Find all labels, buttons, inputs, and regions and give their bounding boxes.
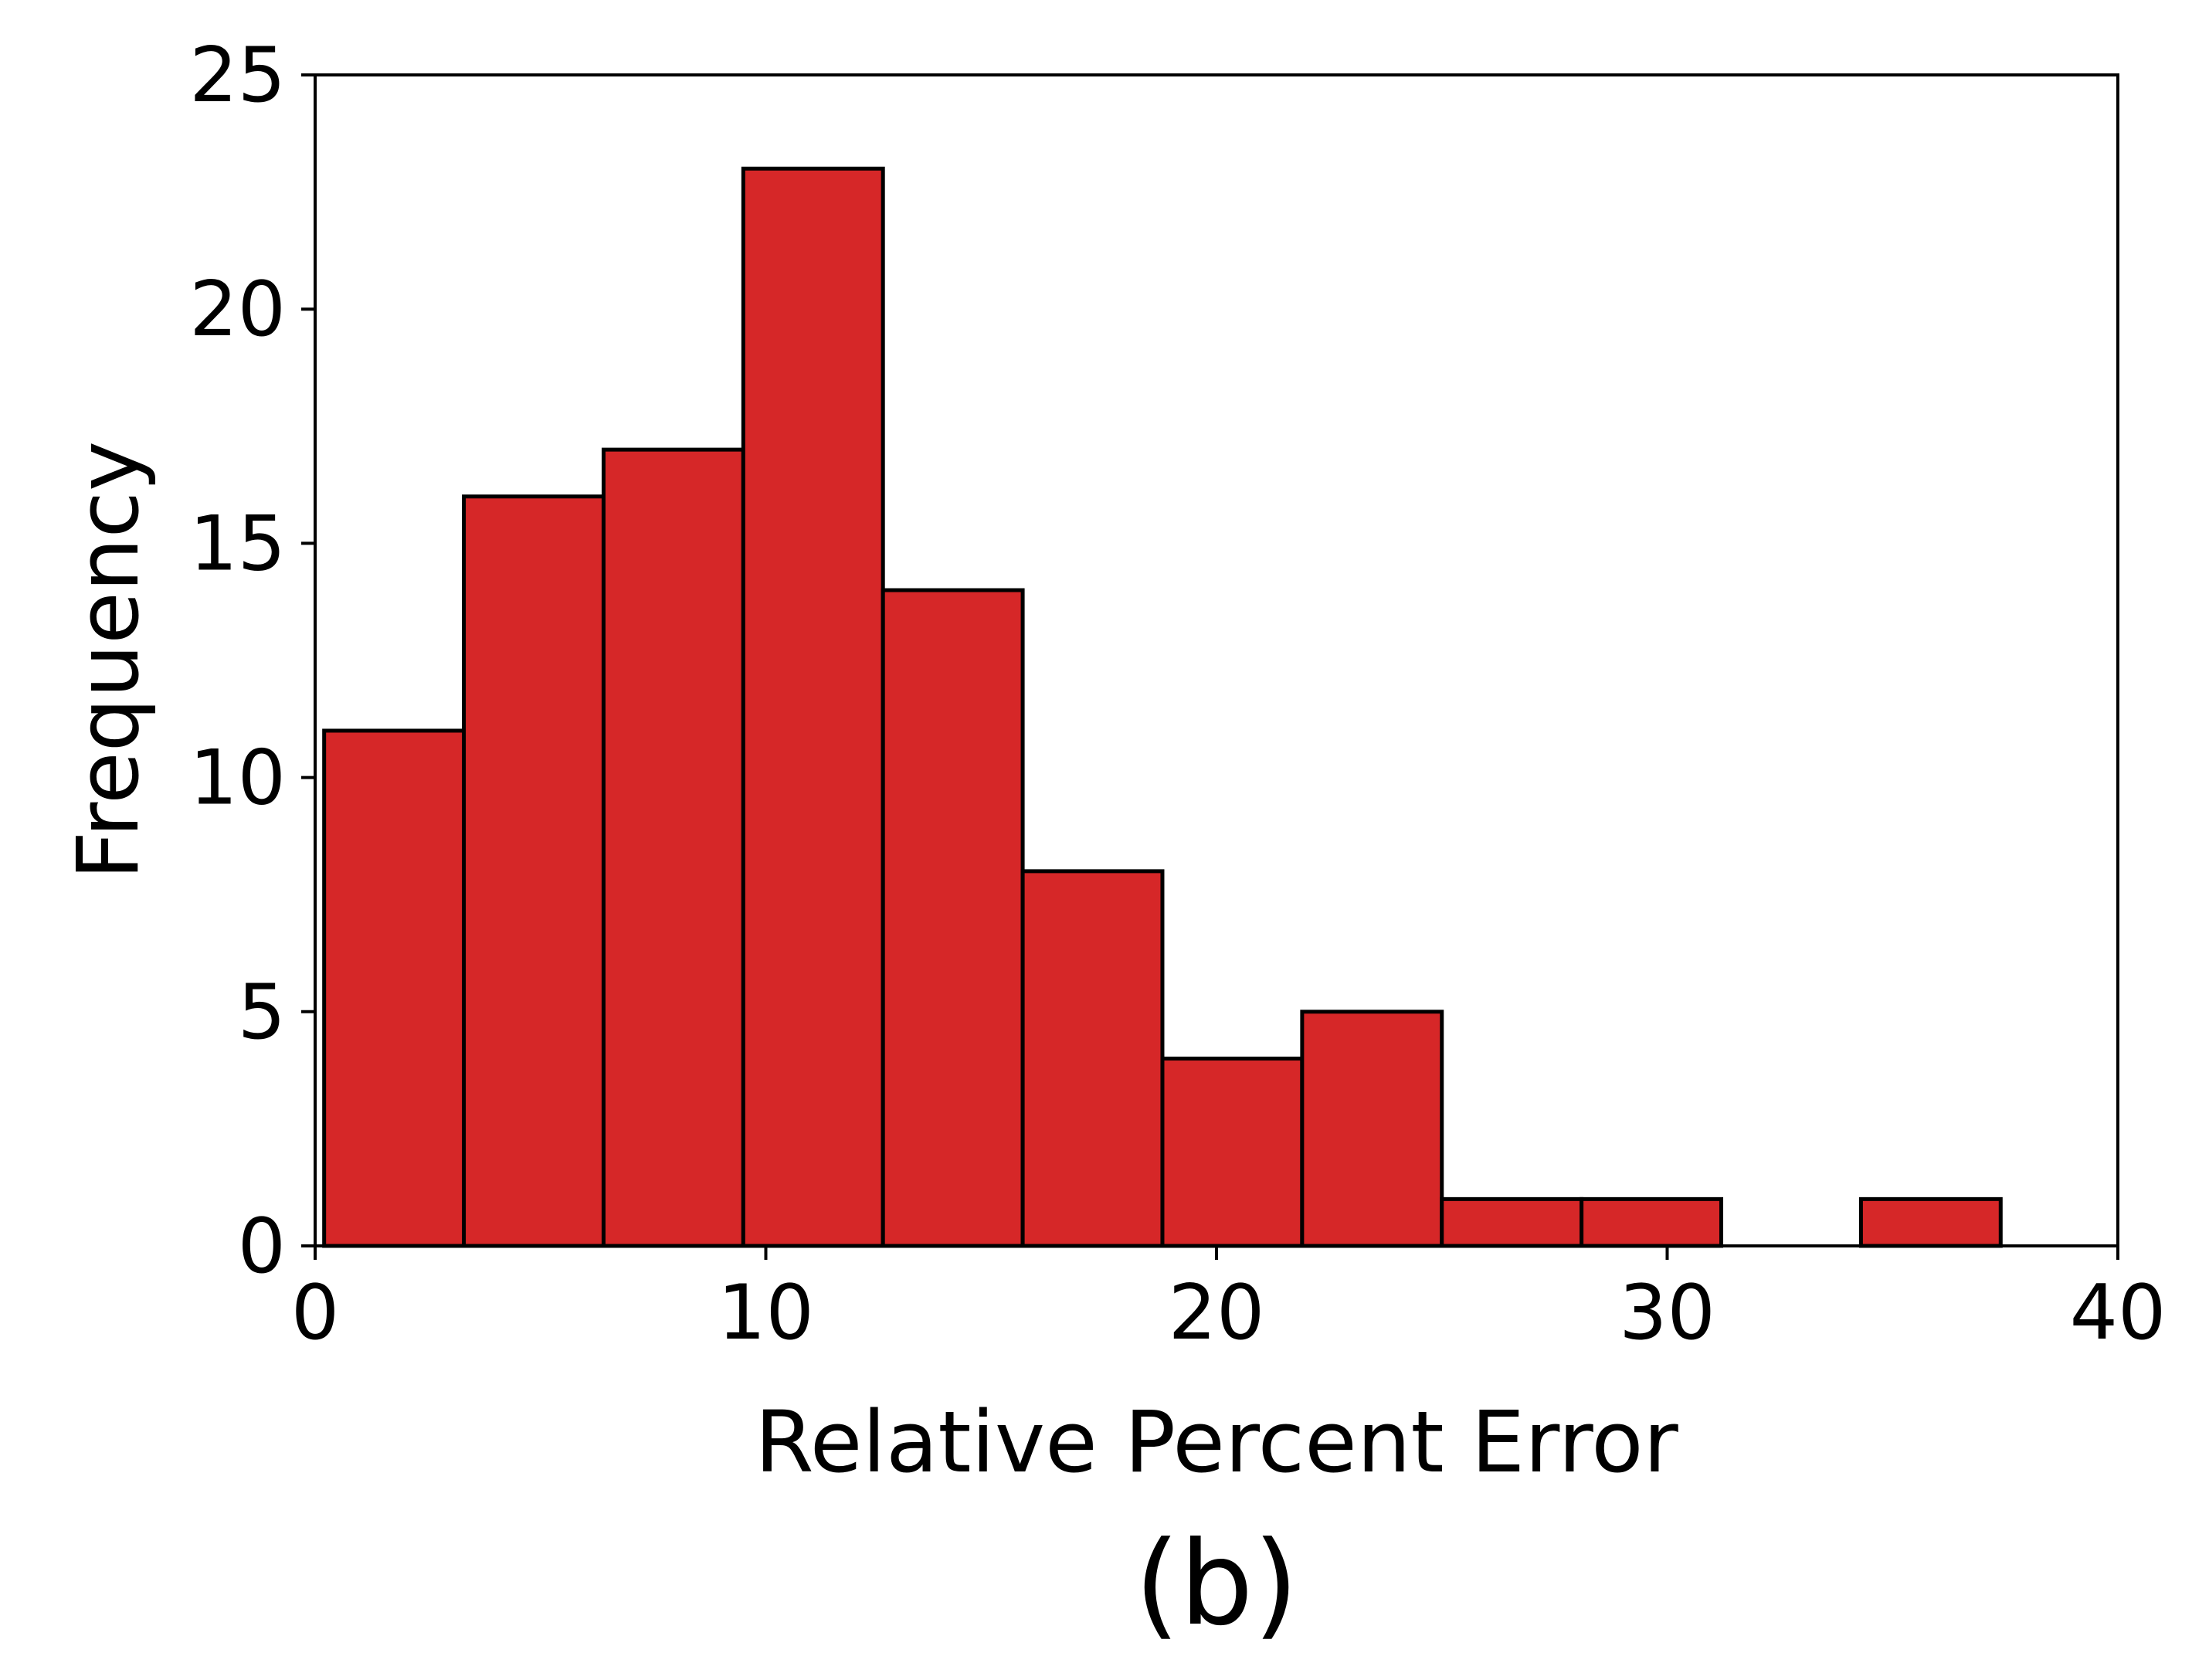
x-axis-label: Relative Percent Error: [755, 1393, 1678, 1492]
histogram-bar: [1020, 869, 1165, 1248]
histogram-bar: [322, 728, 467, 1248]
y-axis-label: Frequency: [59, 441, 158, 880]
x-tick-label: 40: [2070, 1269, 2167, 1357]
x-tick-label: 20: [1169, 1269, 1265, 1357]
histogram-bar: [741, 166, 885, 1248]
y-tick-label: 0: [238, 1203, 286, 1291]
x-tick-label: 30: [1619, 1269, 1715, 1357]
histogram-bar: [462, 494, 606, 1248]
x-ticks: 0 10 20 30 40: [291, 1246, 2167, 1357]
y-tick-label: 15: [189, 500, 286, 588]
x-tick-label: 10: [718, 1269, 814, 1357]
histogram-bar: [1440, 1196, 1584, 1248]
bars-layer: [322, 166, 2003, 1248]
histogram-bar: [1580, 1196, 1724, 1248]
y-tick-label: 25: [189, 32, 286, 120]
histogram-bar: [1858, 1196, 2003, 1248]
histogram-bar: [601, 447, 745, 1248]
histogram-bar: [881, 588, 1025, 1248]
y-tick-label: 10: [189, 735, 286, 823]
x-tick-label: 0: [291, 1269, 339, 1357]
y-ticks: 0 5 10 15 20 25: [189, 32, 315, 1291]
histogram-bar: [1300, 1010, 1444, 1248]
histogram-bar: [1160, 1056, 1305, 1248]
y-tick-label: 20: [189, 266, 286, 354]
panel-label: (b): [1135, 1517, 1298, 1651]
y-tick-label: 5: [238, 969, 286, 1057]
